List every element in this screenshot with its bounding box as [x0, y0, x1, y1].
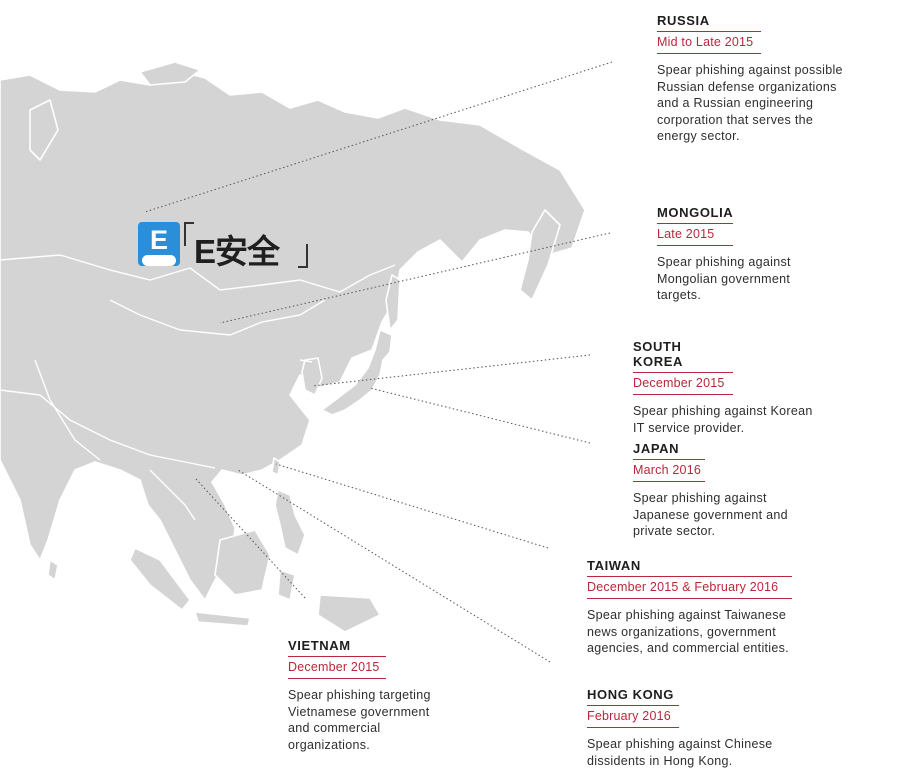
leader-vietnam: [194, 477, 306, 599]
china-border: [0, 389, 216, 469]
callout-date: March 2016: [633, 460, 705, 482]
sulawesi: [277, 569, 296, 601]
korea-border: [299, 359, 313, 363]
sumatra: [129, 547, 191, 611]
arctic-islands: [139, 61, 201, 86]
callout-description: Spear phishing against possible Russian …: [657, 63, 843, 143]
taiwan: [271, 457, 281, 476]
callout-country: TAIWAN: [587, 558, 792, 577]
sri-lanka: [47, 559, 59, 581]
callout-date: Mid to Late 2015: [657, 32, 761, 54]
callout-hong-kong: HONG KONG February 2016 Spear phishing a…: [587, 686, 807, 769]
callout-japan: JAPAN March 2016 Spear phishing against …: [633, 440, 833, 540]
kamchatka: [519, 209, 561, 301]
leader-hong-kong: [237, 469, 551, 663]
callout-country: HONG KONG: [587, 687, 679, 706]
callout-date: December 2015: [633, 373, 733, 395]
callout-russia: RUSSIA Mid to Late 2015 Spear phishing a…: [657, 12, 857, 145]
japan: [321, 329, 393, 416]
borneo: [214, 529, 271, 596]
callout-country: MONGOLIA: [657, 205, 733, 224]
sakhalin: [385, 274, 401, 331]
eurasia-landmass: [0, 69, 586, 601]
callout-description: Spear phishing against Japanese governme…: [633, 491, 788, 538]
callout-date: Late 2015: [657, 224, 733, 246]
india-border: [34, 359, 101, 461]
russia-border: [0, 254, 396, 293]
logo-bracket-left: [184, 222, 194, 246]
logo-badge-icon: E: [138, 222, 180, 266]
callout-description: Spear phishing against Mongolian governm…: [657, 255, 791, 302]
callout-south-korea: SOUTH KOREA December 2015 Spear phishing…: [633, 339, 833, 436]
sea-border: [149, 469, 196, 521]
callout-vietnam: VIETNAM December 2015 Spear phishing tar…: [288, 637, 468, 753]
korea: [301, 357, 323, 396]
leader-south-korea: [311, 354, 591, 387]
new-guinea: [317, 594, 381, 633]
logo-badge-letter: E: [149, 225, 168, 255]
callout-country: RUSSIA: [657, 13, 761, 32]
callout-description: Spear phishing against Korean IT service…: [633, 404, 813, 435]
callout-country: SOUTH KOREA: [633, 339, 733, 373]
callout-date: December 2015 & February 2016: [587, 577, 792, 599]
callout-date: December 2015: [288, 657, 386, 679]
leader-russia: [144, 61, 613, 213]
novaya-zemlya: [29, 99, 59, 161]
callout-date: February 2016: [587, 706, 679, 728]
logo-bracket-right: [298, 244, 308, 268]
mongolia-border: [109, 299, 326, 336]
philippines: [274, 489, 306, 556]
callout-description: Spear phishing against Chinese dissident…: [587, 737, 773, 768]
logo-cloud-shape: [142, 255, 176, 266]
callout-description: Spear phishing targeting Vietnamese gove…: [288, 688, 431, 752]
callout-country: VIETNAM: [288, 638, 386, 657]
leader-japan: [369, 387, 591, 444]
java: [194, 611, 251, 627]
leader-taiwan: [275, 463, 549, 549]
logo-text: E安全: [194, 233, 280, 270]
callout-country: JAPAN: [633, 441, 705, 460]
callout-mongolia: MONGOLIA Late 2015 Spear phishing agains…: [657, 204, 857, 304]
callout-description: Spear phishing against Taiwanese news or…: [587, 608, 789, 655]
leader-mongolia: [219, 232, 611, 324]
callout-taiwan: TAIWAN December 2015 & February 2016 Spe…: [587, 557, 827, 657]
